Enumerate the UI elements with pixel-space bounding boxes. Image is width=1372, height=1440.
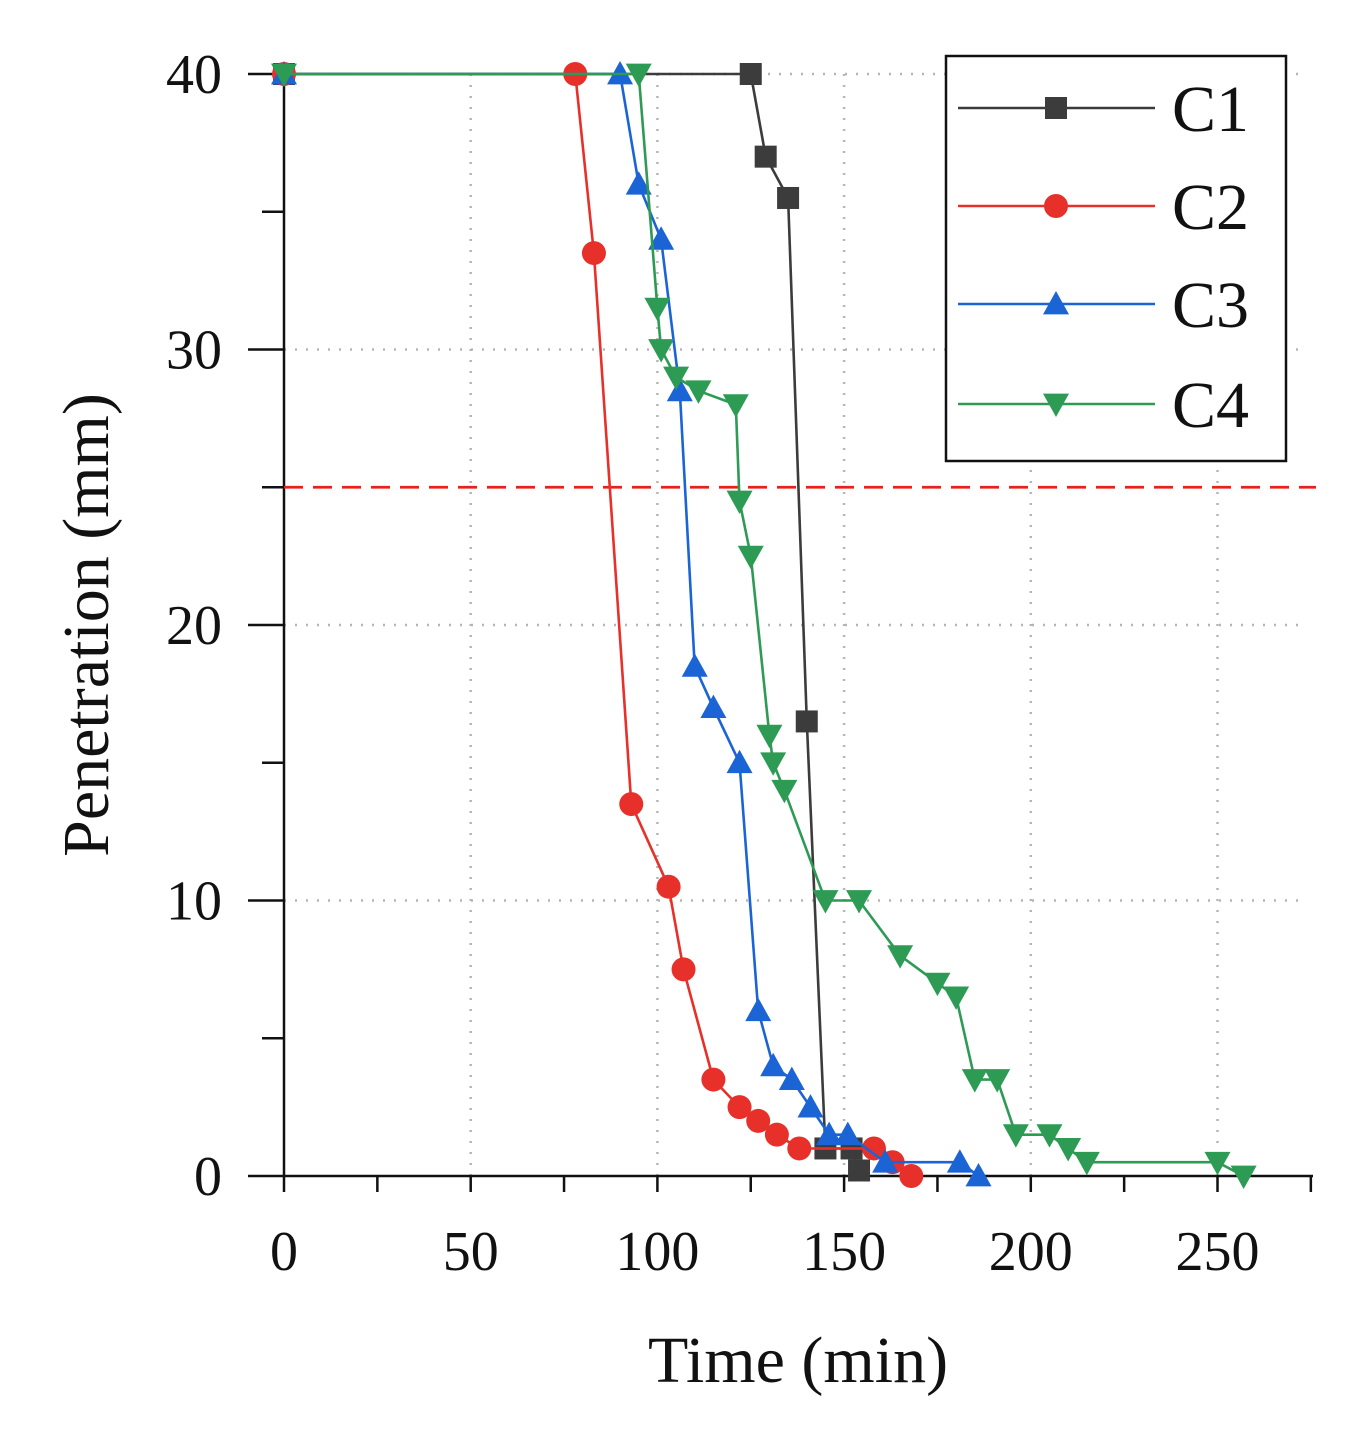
y-tick-label: 10 bbox=[166, 871, 222, 933]
data-point-c4 bbox=[984, 1069, 1011, 1093]
data-point-c4 bbox=[625, 63, 652, 87]
data-point-c4 bbox=[737, 545, 764, 570]
data-point-c1 bbox=[754, 145, 777, 168]
legend-label: C3 bbox=[1172, 269, 1249, 342]
data-point-c4 bbox=[887, 945, 914, 969]
series-layer bbox=[271, 61, 1257, 1189]
data-point-c4 bbox=[271, 63, 297, 87]
series-c3 bbox=[271, 61, 992, 1187]
data-point-c2 bbox=[671, 957, 696, 982]
legend-item-c1: C1 bbox=[958, 73, 1249, 146]
data-point-c4 bbox=[663, 366, 690, 391]
data-point-c1 bbox=[777, 186, 800, 209]
grid bbox=[284, 72, 1300, 1176]
data-point-c2 bbox=[619, 792, 644, 817]
legend-marker bbox=[1045, 97, 1067, 119]
y-tick-label: 40 bbox=[166, 44, 222, 106]
data-point-c3 bbox=[797, 1094, 824, 1118]
data-point-c3 bbox=[965, 1163, 992, 1187]
data-point-c3 bbox=[700, 694, 727, 719]
data-point-c4 bbox=[846, 890, 873, 914]
legend-item-c2: C2 bbox=[958, 171, 1249, 244]
legend-marker bbox=[1043, 291, 1069, 315]
data-point-c2 bbox=[746, 1108, 771, 1133]
series-c1 bbox=[273, 63, 871, 1182]
data-point-c4 bbox=[726, 490, 753, 515]
data-point-c4 bbox=[756, 724, 783, 749]
data-point-c4 bbox=[1073, 1151, 1100, 1176]
data-point-c4 bbox=[648, 339, 675, 363]
x-tick-label: 200 bbox=[989, 1221, 1073, 1283]
data-point-c4 bbox=[961, 1069, 988, 1093]
y-tick-label: 0 bbox=[194, 1146, 222, 1208]
series-line-c3 bbox=[284, 72, 980, 1178]
legend-item-c4: C4 bbox=[958, 369, 1249, 442]
ticks: 0 50 100 150 200 250 0 10 20 30 40 bbox=[166, 44, 1313, 1283]
data-point-c2 bbox=[899, 1164, 924, 1188]
data-point-c2 bbox=[701, 1067, 726, 1092]
data-point-c4 bbox=[924, 972, 951, 997]
x-tick-label: 150 bbox=[802, 1221, 886, 1283]
data-point-c2 bbox=[727, 1095, 752, 1120]
data-point-c4 bbox=[1036, 1124, 1063, 1148]
legend: C1 C2 C3 C4 bbox=[944, 54, 1288, 463]
data-point-c3 bbox=[872, 1149, 899, 1173]
series-line-c1 bbox=[284, 72, 861, 1171]
legend-marker bbox=[1044, 194, 1068, 218]
legend-label: C1 bbox=[1172, 73, 1249, 146]
data-point-c4 bbox=[644, 297, 671, 322]
data-point-c4 bbox=[1002, 1124, 1029, 1148]
y-tick-label: 30 bbox=[166, 320, 222, 382]
data-point-c3 bbox=[946, 1149, 973, 1173]
data-point-c4 bbox=[812, 890, 839, 914]
legend-label: C4 bbox=[1172, 369, 1249, 442]
data-point-c3 bbox=[745, 997, 772, 1022]
data-point-c2 bbox=[861, 1136, 886, 1161]
data-point-c3 bbox=[816, 1121, 843, 1146]
x-tick-label: 250 bbox=[1176, 1221, 1260, 1283]
data-point-c4 bbox=[760, 752, 787, 776]
data-point-c3 bbox=[648, 226, 675, 250]
data-point-c3 bbox=[681, 653, 708, 677]
series-c4 bbox=[271, 63, 1257, 1189]
x-tick-label: 100 bbox=[615, 1221, 699, 1283]
data-point-c1 bbox=[848, 1159, 871, 1182]
data-point-c2 bbox=[787, 1136, 812, 1161]
y-axis-title: Penetration (mm) bbox=[50, 393, 123, 857]
series-line-c2 bbox=[284, 72, 913, 1178]
data-point-c4 bbox=[943, 986, 970, 1010]
x-tick-label: 50 bbox=[443, 1221, 499, 1283]
legend-label: C2 bbox=[1172, 171, 1249, 244]
data-point-c4 bbox=[1204, 1151, 1231, 1176]
data-point-c4 bbox=[1230, 1165, 1257, 1189]
data-point-c4 bbox=[722, 394, 749, 418]
data-point-c4 bbox=[1055, 1138, 1082, 1162]
data-point-c4 bbox=[685, 380, 712, 404]
data-point-c3 bbox=[726, 749, 753, 774]
data-point-c3 bbox=[834, 1121, 861, 1146]
data-point-c4 bbox=[771, 779, 798, 804]
data-point-c3 bbox=[625, 171, 652, 195]
series-c2 bbox=[272, 62, 924, 1188]
data-point-c3 bbox=[778, 1066, 805, 1090]
legend-item-c3: C3 bbox=[958, 269, 1249, 342]
data-point-c3 bbox=[666, 377, 693, 402]
legend-box bbox=[944, 54, 1288, 463]
x-axis-title: Time (min) bbox=[648, 1324, 948, 1397]
data-point-c2 bbox=[656, 874, 681, 899]
data-point-c3 bbox=[760, 1052, 787, 1077]
data-point-c1 bbox=[795, 710, 818, 733]
legend-marker bbox=[1043, 393, 1069, 417]
data-point-c2 bbox=[764, 1122, 789, 1147]
y-tick-label: 20 bbox=[166, 595, 222, 657]
data-point-c1 bbox=[739, 63, 762, 85]
data-point-c2 bbox=[581, 241, 606, 266]
x-tick-label: 0 bbox=[270, 1221, 298, 1283]
